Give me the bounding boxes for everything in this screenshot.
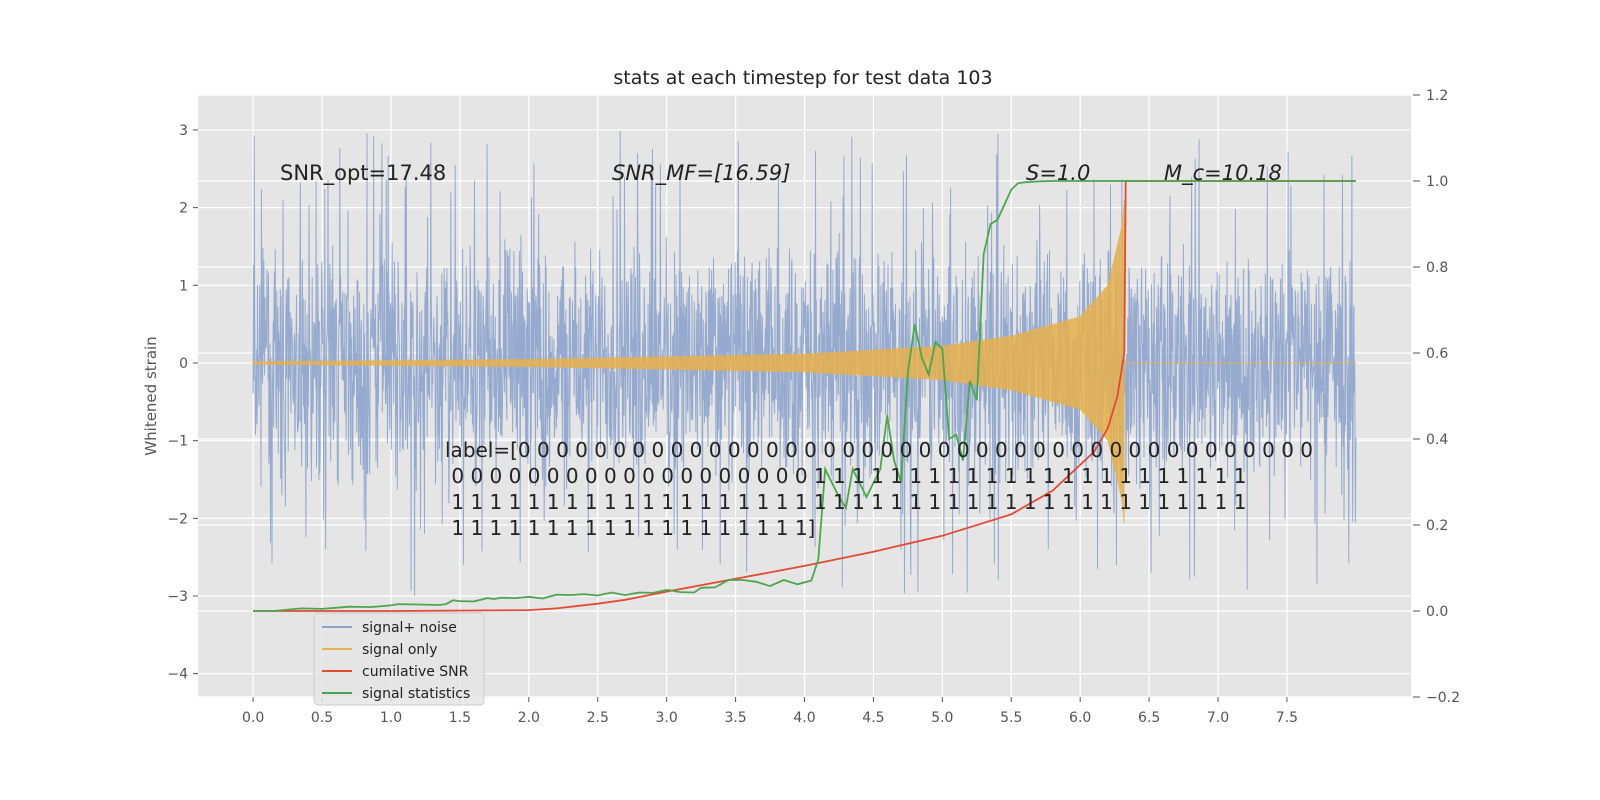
x-tick-label: 5.5 — [1000, 710, 1022, 726]
x-tick-label: 0.0 — [242, 710, 264, 726]
snr-opt-annotation: SNR_opt=17.48 — [280, 161, 446, 186]
label-annotation-line-2: 0 0 0 0 0 0 0 0 0 0 0 0 0 0 0 0 0 0 0 1 … — [445, 464, 1246, 488]
y-axis-label: Whitened strain — [142, 336, 160, 455]
y-tick-label: −2 — [167, 511, 188, 527]
y-right-tick-label: 0.4 — [1426, 432, 1448, 448]
x-tick-label: 7.0 — [1207, 710, 1229, 726]
snr-mf-annotation: SNR_MF=[16.59] — [612, 161, 790, 186]
legend-label-signal-statistics: signal statistics — [362, 686, 470, 702]
legend-label-signal-only: signal only — [362, 642, 437, 658]
y-right-tick-label: −0.2 — [1426, 690, 1460, 706]
label-annotation-line-1: label=[0 0 0 0 0 0 0 0 0 0 0 0 0 0 0 0 0… — [445, 438, 1313, 462]
mc-annotation: M_c=10.18 — [1164, 161, 1282, 186]
y-tick-label: −3 — [167, 589, 188, 605]
tick-labels: 0.0 0.5 1.0 1.5 2.0 2.5 3.0 3.5 4.0 4.5 5.0 5.5 6.0 6… — [167, 88, 1460, 726]
x-tick-label: 5.0 — [931, 710, 953, 726]
y-right-tick-label: 0.6 — [1426, 346, 1448, 362]
x-tick-label: 3.5 — [724, 710, 746, 726]
y-right-tick-label: 0.2 — [1426, 518, 1448, 534]
x-tick-label: 4.0 — [793, 710, 815, 726]
grid-lines — [198, 94, 1411, 698]
series-signal-statistics — [253, 180, 1356, 612]
x-tick-label: 0.5 — [311, 710, 333, 726]
series-signal-noise — [252, 130, 1357, 596]
y-tick-label: 1 — [179, 278, 188, 294]
x-tick-label: 6.0 — [1069, 710, 1091, 726]
label-annotation-line-3: 1 1 1 1 1 1 1 1 1 1 1 1 1 1 1 1 1 1 1 1 … — [445, 490, 1246, 514]
legend-label-cumulative-snr: cumilative SNR — [362, 664, 469, 680]
x-tick-label: 2.5 — [587, 710, 609, 726]
y-tick-label: 3 — [179, 123, 188, 139]
y-tick-label: −4 — [167, 667, 188, 683]
x-tick-label: 3.0 — [656, 710, 678, 726]
y-tick-label: −1 — [167, 434, 188, 450]
x-tick-label: 7.5 — [1276, 710, 1298, 726]
x-tick-label: 6.5 — [1138, 710, 1160, 726]
y-tick-label: 0 — [179, 356, 188, 372]
legend: signal+ noise signal only cumilative SNR… — [313, 612, 485, 706]
y-right-tick-label: 0.0 — [1426, 604, 1448, 620]
y-right-tick-label: 1.2 — [1426, 88, 1448, 104]
x-tick-label: 1.5 — [449, 710, 471, 726]
s-stat-annotation: S=1.0 — [1026, 161, 1090, 185]
y-tick-label: 2 — [179, 201, 188, 217]
label-annotation-line-4: 1 1 1 1 1 1 1 1 1 1 1 1 1 1 1 1 1 1 1] — [445, 516, 815, 540]
chart-title: stats at each timestep for test data 103 — [613, 67, 992, 89]
legend-label-signal-noise: signal+ noise — [362, 620, 457, 636]
x-tick-label: 1.0 — [380, 710, 402, 726]
x-tick-label: 2.0 — [518, 710, 540, 726]
series-cumulative-snr — [253, 180, 1356, 612]
y-right-tick-label: 0.8 — [1426, 260, 1448, 276]
y-right-tick-label: 1.0 — [1426, 174, 1448, 190]
series-group — [252, 130, 1357, 612]
x-tick-label: 4.5 — [862, 710, 884, 726]
